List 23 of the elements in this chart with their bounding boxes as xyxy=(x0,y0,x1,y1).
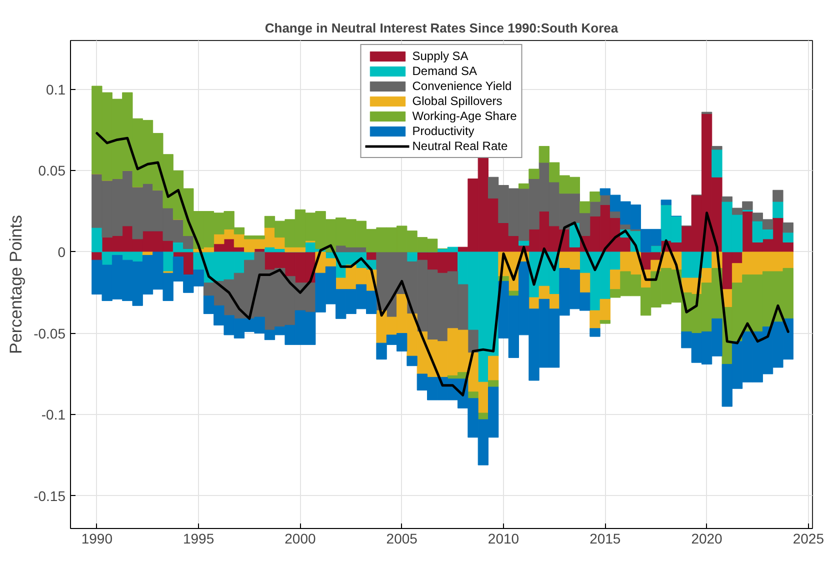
legend-label: Global Spillovers xyxy=(412,94,502,108)
y-tick-label: 0.1 xyxy=(46,81,66,98)
x-tick-label: 1990 xyxy=(81,530,113,546)
x-tick-label: 2015 xyxy=(590,530,621,546)
legend-label: Demand SA xyxy=(412,64,477,78)
y-tick-label: 0.05 xyxy=(38,162,66,179)
x-tick-label: 2020 xyxy=(691,530,723,546)
x-tick-label: 2000 xyxy=(284,530,316,546)
legend-label: Neutral Real Rate xyxy=(412,139,508,153)
legend-label: Working-Age Share xyxy=(412,109,517,123)
legend-label: Convenience Yield xyxy=(412,79,512,93)
chart-title: Change in Neutral Interest Rates Since 1990:South Korea xyxy=(264,20,619,36)
legend-label: Supply SA xyxy=(412,49,468,63)
x-tick-label: 2025 xyxy=(792,530,824,546)
legend-label: Productivity xyxy=(412,124,474,138)
y-tick-label: -0.15 xyxy=(34,488,66,504)
y-tick-label: -0.05 xyxy=(34,325,66,342)
y-axis-title: Percentage Points xyxy=(6,215,26,354)
y-tick-label: 0 xyxy=(58,244,66,260)
x-tick-label: 2005 xyxy=(386,530,418,546)
x-tick-label: 2010 xyxy=(488,530,520,546)
x-tick-label: 1995 xyxy=(183,530,214,546)
y-tick-label: -0.1 xyxy=(41,406,66,423)
